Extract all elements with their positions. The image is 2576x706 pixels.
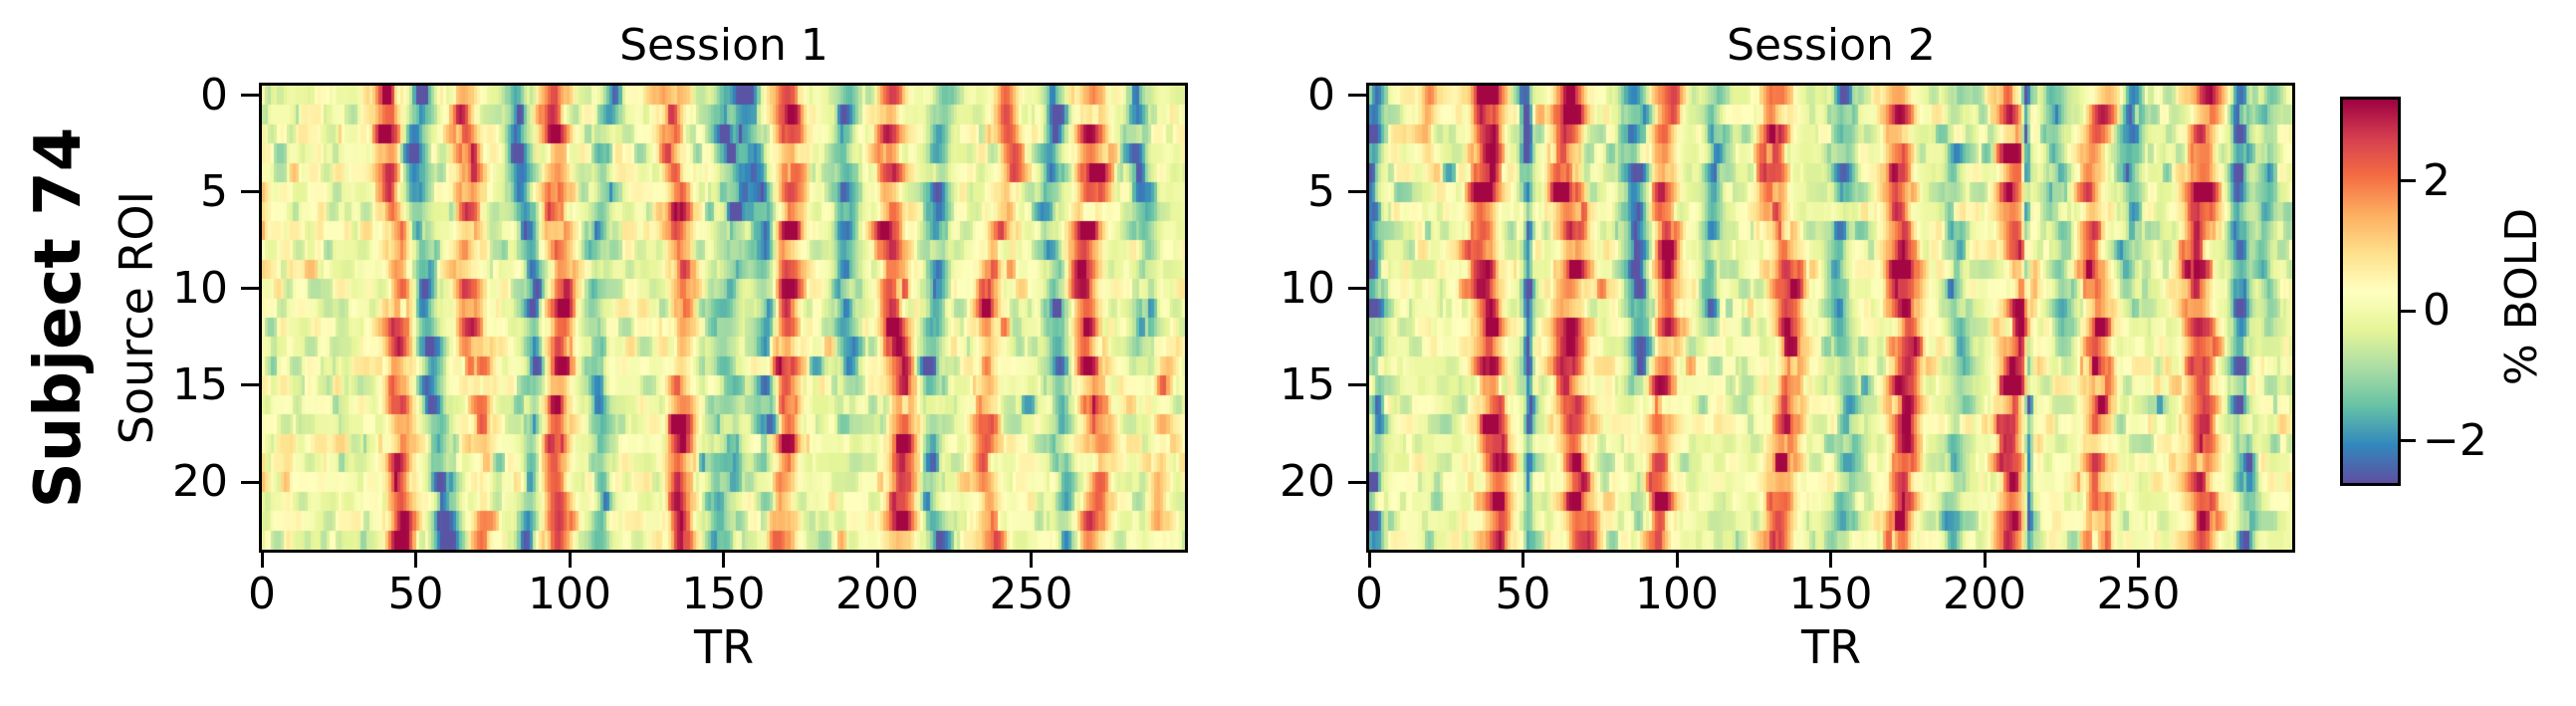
y-tick-label: 20 [1280,456,1335,508]
y-tick-label: 5 [200,165,228,217]
y-tick-label: 10 [172,262,228,314]
colorbar-tick-mark [2401,309,2416,313]
heatmap-canvas-session1 [262,86,1185,550]
colorbar-tick-label: −2 [2423,414,2487,466]
x-tick-mark [722,553,725,568]
x-tick-label: 100 [528,569,611,619]
colorbar [2340,97,2401,486]
y-tick-label: 20 [172,456,228,508]
x-tick-label: 200 [835,569,919,619]
x-tick-mark [1675,553,1679,568]
heatmap-axes-session2 [1366,83,2295,553]
y-tick-label: 5 [1307,165,1335,217]
y-tick-mark [241,480,259,484]
y-tick-label: 15 [1280,358,1335,410]
heatmap-canvas-session2 [1369,86,2292,550]
y-tick-mark [1348,383,1366,387]
y-tick-label: 10 [1280,262,1335,314]
y-tick-label: 15 [172,358,228,410]
y-tick-mark [1348,287,1366,291]
x-tick-label: 100 [1635,569,1719,619]
x-tick-mark [1983,553,1987,568]
x-tick-label: 150 [1788,569,1873,619]
y-tick-label: 0 [1307,69,1335,120]
x-tick-mark [414,553,417,568]
x-tick-label: 250 [2096,569,2181,619]
y-tick-mark [241,287,259,291]
y-tick-mark [1348,190,1366,194]
plot-title-session1: Session 1 [619,20,828,71]
x-tick-mark [1367,553,1371,568]
x-tick-mark [2137,553,2140,568]
colorbar-tick-label: 2 [2423,154,2451,206]
y-tick-mark [241,94,259,98]
x-axis-label-session2: TR [1800,620,1862,674]
x-axis-label-session1: TR [693,620,755,674]
x-tick-label: 50 [1495,569,1551,619]
x-tick-mark [875,553,879,568]
x-tick-label: 50 [387,569,444,619]
x-tick-mark [1829,553,1832,568]
x-tick-label: 250 [989,569,1073,619]
x-tick-label: 150 [681,569,766,619]
x-tick-label: 0 [1355,569,1383,619]
y-tick-mark [241,383,259,387]
subject-row-label: Subject 74 [22,126,96,509]
x-tick-mark [1522,553,1524,568]
y-tick-mark [1348,480,1366,484]
x-tick-label: 0 [248,569,276,619]
y-tick-label: 0 [200,69,228,120]
colorbar-tick-mark [2401,179,2416,183]
x-tick-label: 200 [1943,569,2026,619]
colorbar-tick-mark [2401,439,2416,443]
colorbar-tick-label: 0 [2423,285,2451,337]
y-tick-mark [1348,94,1366,98]
heatmap-axes-session1 [259,83,1188,553]
x-tick-mark [1030,553,1033,568]
y-tick-mark [241,190,259,194]
x-tick-mark [260,553,264,568]
plot-title-session2: Session 2 [1727,20,1936,71]
x-tick-mark [568,553,572,568]
